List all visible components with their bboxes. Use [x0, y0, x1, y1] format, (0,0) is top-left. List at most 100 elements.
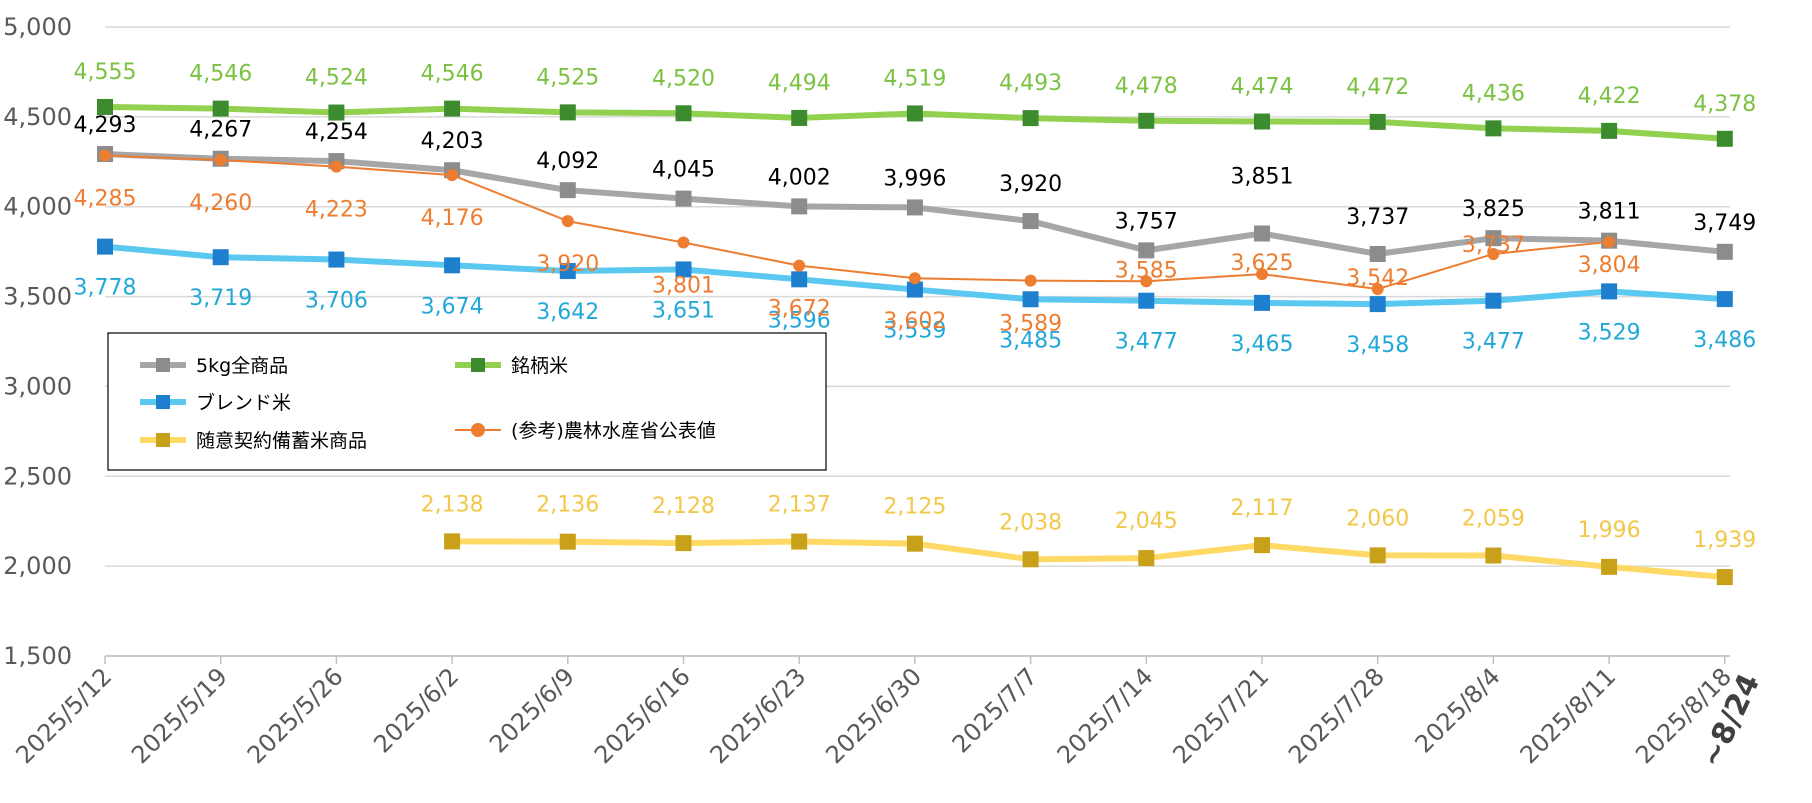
data-label: 4,474: [1231, 75, 1294, 100]
series-point: [214, 153, 227, 166]
series-point: [1601, 122, 1618, 139]
data-label: 4,478: [1115, 74, 1178, 99]
series-point: [675, 535, 692, 552]
data-label: 4,546: [421, 62, 484, 87]
series-point: [1601, 558, 1618, 575]
series-point: [791, 109, 808, 126]
series-point: [906, 105, 923, 122]
legend-swatch-marker: [471, 358, 485, 372]
data-label: 3,706: [305, 289, 368, 314]
series-point: [1256, 268, 1268, 281]
data-label: 4,092: [536, 149, 599, 174]
data-label: 4,555: [74, 60, 137, 85]
data-label: 3,651: [652, 298, 715, 323]
x-tick-label: 2025/7/7: [947, 662, 1043, 758]
series-point: [1716, 291, 1733, 308]
series-point: [1603, 235, 1616, 248]
data-label: 3,477: [1462, 330, 1525, 355]
data-label: 4,223: [305, 198, 368, 223]
series-point: [675, 105, 692, 122]
x-tick-label: 2025/8/11: [1515, 662, 1622, 769]
series-point: [559, 182, 576, 199]
series-point: [559, 263, 576, 280]
data-label: 3,801: [652, 273, 715, 298]
data-label: 2,059: [1462, 507, 1525, 532]
data-label: 2,125: [883, 495, 946, 520]
series-point: [1024, 274, 1037, 287]
data-label: 4,494: [768, 71, 831, 96]
series-point: [444, 257, 461, 274]
series-point: [906, 281, 923, 298]
x-tick-label: 2025/5/26: [242, 662, 349, 769]
series-point: [906, 535, 923, 552]
y-tick-label: 5,000: [3, 13, 72, 41]
series-point: [1022, 213, 1039, 230]
data-label: 3,465: [1231, 332, 1294, 357]
series-group: [97, 98, 1733, 586]
data-label: 4,493: [999, 71, 1062, 96]
data-label: 3,542: [1346, 266, 1409, 291]
data-label: 3,737: [1346, 205, 1409, 230]
x-tick-label: 2025/5/19: [126, 662, 233, 769]
y-tick-label: 2,500: [3, 462, 72, 490]
data-label: 4,176: [421, 206, 484, 231]
data-label: 3,477: [1115, 330, 1178, 355]
data-label: 2,138: [421, 492, 484, 517]
y-tick-label: 3,500: [3, 283, 72, 311]
data-label: 4,260: [189, 191, 252, 216]
data-label: 4,203: [421, 129, 484, 154]
series-point: [1369, 547, 1386, 564]
data-label: 3,811: [1578, 200, 1641, 225]
data-label: 3,485: [999, 328, 1062, 353]
series-point: [675, 261, 692, 278]
data-label: 3,642: [536, 300, 599, 325]
data-label: 3,719: [189, 286, 252, 311]
data-label: 3,996: [883, 166, 946, 191]
series-point: [446, 169, 459, 182]
data-label: 4,436: [1462, 81, 1525, 106]
legend-label: (参考)農林水産省公表値: [511, 420, 716, 442]
data-label: 1,996: [1578, 518, 1641, 543]
legend-label: ブレンド米: [196, 391, 291, 414]
data-label: 3,757: [1115, 209, 1178, 234]
series-point: [559, 533, 576, 550]
data-label: 3,804: [1578, 253, 1641, 278]
data-label: 2,136: [536, 493, 599, 518]
series-point: [675, 190, 692, 207]
series-point: [328, 104, 345, 121]
legend-swatch-marker: [156, 433, 170, 447]
y-tick-label: 2,000: [3, 552, 72, 580]
data-label: 3,674: [421, 294, 484, 319]
series-point: [561, 215, 574, 228]
data-label: 3,585: [1115, 258, 1178, 283]
data-label: 4,519: [883, 66, 946, 91]
series-point: [1254, 537, 1270, 554]
series-point: [791, 198, 808, 215]
x-axis: 2025/5/12 2025/5/19 2025/5/26 2025/6/2 2025/…: [10, 655, 1767, 773]
data-label: 3,778: [74, 276, 137, 301]
data-label: 3,749: [1693, 211, 1756, 236]
series-point: [1485, 292, 1502, 309]
data-label: 4,378: [1693, 92, 1756, 117]
data-label: 3,851: [1231, 164, 1294, 189]
series-point: [1716, 243, 1733, 260]
data-label: 3,486: [1693, 328, 1756, 353]
series-point: [1485, 120, 1502, 137]
x-tick-label: 2025/5/12: [10, 662, 117, 769]
data-label: 3,589: [999, 312, 1062, 337]
series-point: [97, 238, 113, 255]
series-point: [212, 249, 229, 266]
data-label: 3,458: [1346, 333, 1409, 358]
y-tick-label: 4,000: [3, 193, 72, 221]
series-point: [793, 259, 806, 272]
series-point: [1369, 296, 1386, 313]
series-point: [791, 533, 808, 550]
data-label: 4,045: [652, 158, 715, 183]
data-label: 3,596: [768, 308, 831, 333]
legend-box: [107, 332, 827, 471]
data-label: 2,038: [999, 510, 1062, 535]
series-point: [1254, 113, 1270, 130]
series-line: [452, 538, 1726, 581]
data-label: 4,472: [1346, 75, 1409, 100]
data-label: 1,939: [1693, 528, 1756, 553]
